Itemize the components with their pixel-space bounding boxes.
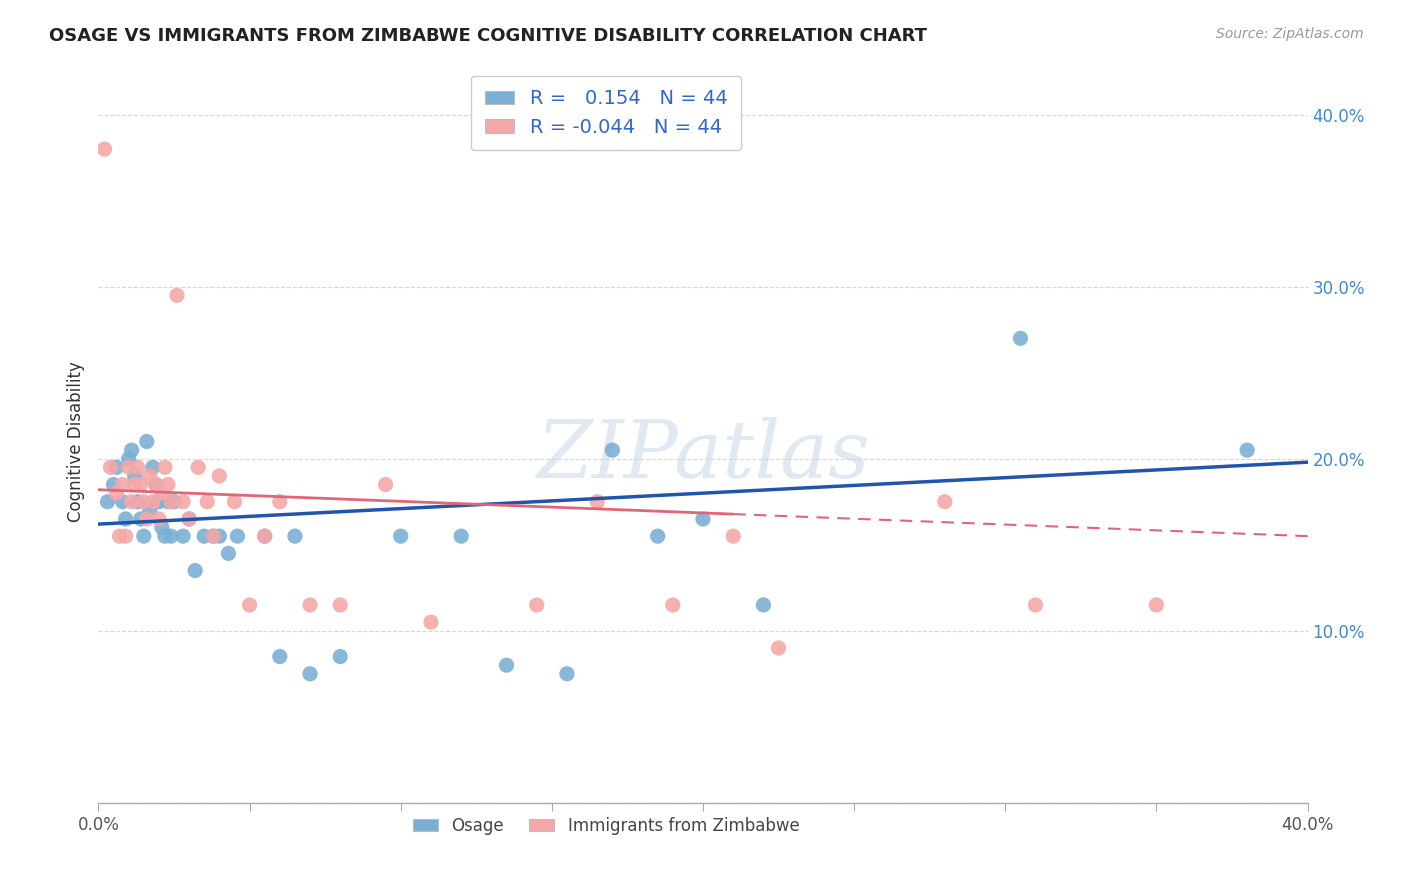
Point bbox=[226, 529, 249, 543]
Point bbox=[127, 494, 149, 508]
Point bbox=[118, 451, 141, 466]
Point bbox=[299, 598, 322, 612]
Point bbox=[202, 529, 225, 543]
Point bbox=[148, 494, 170, 508]
Point bbox=[111, 477, 134, 491]
Point bbox=[156, 477, 179, 491]
Point bbox=[114, 512, 136, 526]
Point bbox=[179, 512, 201, 526]
Point bbox=[389, 529, 412, 543]
Point bbox=[163, 494, 186, 508]
Point bbox=[129, 477, 152, 491]
Point bbox=[374, 477, 396, 491]
Point bbox=[150, 486, 173, 500]
Point bbox=[184, 564, 207, 578]
Point bbox=[142, 494, 165, 508]
Point bbox=[269, 649, 291, 664]
Point bbox=[139, 469, 162, 483]
Point bbox=[253, 529, 276, 543]
Text: OSAGE VS IMMIGRANTS FROM ZIMBABWE COGNITIVE DISABILITY CORRELATION CHART: OSAGE VS IMMIGRANTS FROM ZIMBABWE COGNIT… bbox=[49, 27, 927, 45]
Point bbox=[114, 529, 136, 543]
Point bbox=[329, 649, 352, 664]
Point bbox=[121, 443, 143, 458]
Point bbox=[166, 288, 188, 302]
Point bbox=[692, 512, 714, 526]
Point bbox=[93, 142, 115, 156]
Point bbox=[108, 529, 131, 543]
Point bbox=[495, 658, 517, 673]
Point bbox=[145, 477, 167, 491]
Point bbox=[129, 512, 152, 526]
Point bbox=[160, 494, 183, 508]
Point bbox=[224, 494, 246, 508]
Text: Source: ZipAtlas.com: Source: ZipAtlas.com bbox=[1216, 27, 1364, 41]
Point bbox=[179, 512, 201, 526]
Point bbox=[253, 529, 276, 543]
Point bbox=[768, 640, 790, 655]
Point bbox=[195, 494, 218, 508]
Point bbox=[647, 529, 669, 543]
Point bbox=[103, 477, 125, 491]
Point bbox=[202, 529, 225, 543]
Point bbox=[526, 598, 548, 612]
Point bbox=[142, 460, 165, 475]
Point bbox=[135, 434, 157, 449]
Point bbox=[723, 529, 745, 543]
Point bbox=[139, 503, 162, 517]
Point bbox=[187, 460, 209, 475]
Legend: Osage, Immigrants from Zimbabwe: Osage, Immigrants from Zimbabwe bbox=[406, 810, 806, 841]
Point bbox=[111, 494, 134, 508]
Point bbox=[118, 460, 141, 475]
Point bbox=[160, 529, 183, 543]
Point bbox=[661, 598, 683, 612]
Point bbox=[269, 494, 291, 508]
Point bbox=[100, 460, 122, 475]
Point bbox=[284, 529, 307, 543]
Point bbox=[1024, 598, 1046, 612]
Point bbox=[132, 494, 155, 508]
Point bbox=[96, 494, 118, 508]
Point bbox=[1144, 598, 1167, 612]
Point bbox=[420, 615, 443, 630]
Point bbox=[1236, 443, 1258, 458]
Point bbox=[105, 460, 128, 475]
Point bbox=[193, 529, 215, 543]
Point bbox=[172, 529, 194, 543]
Point bbox=[934, 494, 956, 508]
Point bbox=[124, 469, 146, 483]
Point bbox=[1010, 331, 1032, 345]
Point bbox=[172, 494, 194, 508]
Point bbox=[555, 666, 578, 681]
Point bbox=[208, 469, 231, 483]
Point bbox=[145, 477, 167, 491]
Point bbox=[150, 520, 173, 534]
Point bbox=[239, 598, 262, 612]
Point bbox=[752, 598, 775, 612]
Point bbox=[124, 477, 146, 491]
Y-axis label: Cognitive Disability: Cognitive Disability bbox=[66, 361, 84, 522]
Point bbox=[121, 494, 143, 508]
Point bbox=[329, 598, 352, 612]
Point bbox=[450, 529, 472, 543]
Point bbox=[208, 529, 231, 543]
Point bbox=[127, 460, 149, 475]
Point bbox=[299, 666, 322, 681]
Point bbox=[148, 512, 170, 526]
Point bbox=[217, 546, 239, 560]
Point bbox=[135, 512, 157, 526]
Point bbox=[602, 443, 624, 458]
Point bbox=[132, 529, 155, 543]
Text: ZIPatlas: ZIPatlas bbox=[536, 417, 870, 495]
Point bbox=[153, 460, 176, 475]
Point bbox=[586, 494, 609, 508]
Point bbox=[156, 494, 179, 508]
Point bbox=[153, 529, 176, 543]
Point bbox=[105, 486, 128, 500]
